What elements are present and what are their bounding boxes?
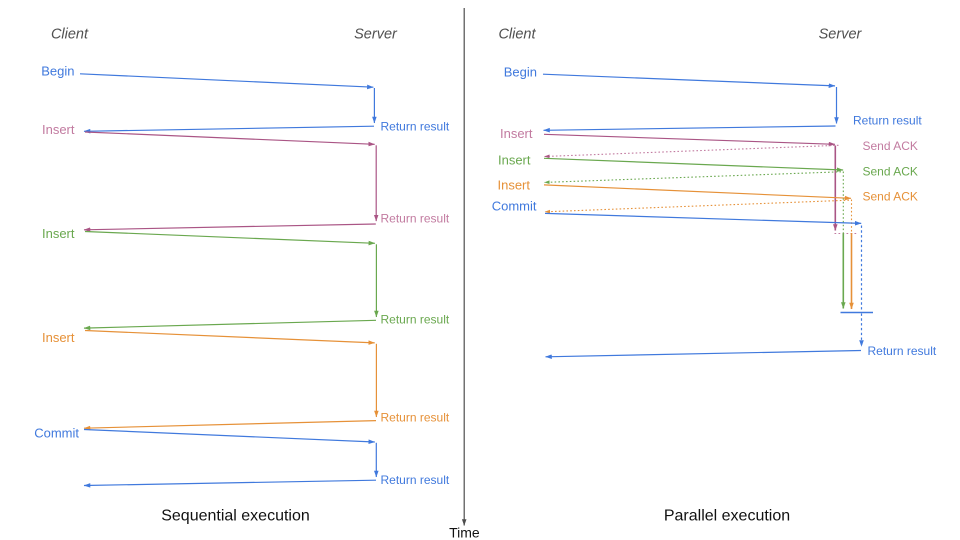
svg-text:Server: Server [354, 27, 398, 43]
svg-text:Insert: Insert [498, 153, 531, 168]
svg-text:Sequential execution: Sequential execution [161, 508, 310, 525]
svg-text:Begin: Begin [41, 63, 74, 78]
svg-text:Send ACK: Send ACK [863, 190, 918, 204]
svg-text:Insert: Insert [42, 122, 75, 137]
svg-text:Return result: Return result [381, 473, 450, 487]
svg-text:Commit: Commit [34, 426, 79, 441]
svg-text:Insert: Insert [42, 226, 75, 241]
svg-text:Return result: Return result [381, 212, 450, 226]
svg-text:Client: Client [498, 27, 536, 43]
svg-text:Return result: Return result [381, 411, 450, 425]
svg-text:Time: Time [449, 525, 480, 540]
svg-text:Send ACK: Send ACK [863, 165, 918, 179]
svg-text:Insert: Insert [497, 178, 530, 193]
svg-text:Begin: Begin [504, 65, 537, 80]
svg-text:Return result: Return result [853, 113, 922, 127]
svg-text:Insert: Insert [42, 330, 75, 345]
svg-text:Return result: Return result [868, 344, 937, 358]
svg-text:Return result: Return result [381, 119, 450, 133]
svg-text:Parallel execution: Parallel execution [664, 508, 790, 525]
svg-text:Send ACK: Send ACK [863, 139, 918, 153]
svg-text:Client: Client [51, 27, 89, 43]
svg-text:Commit: Commit [492, 198, 537, 213]
svg-text:Return result: Return result [381, 313, 450, 327]
svg-text:Server: Server [819, 27, 863, 43]
svg-text:Insert: Insert [500, 126, 533, 141]
